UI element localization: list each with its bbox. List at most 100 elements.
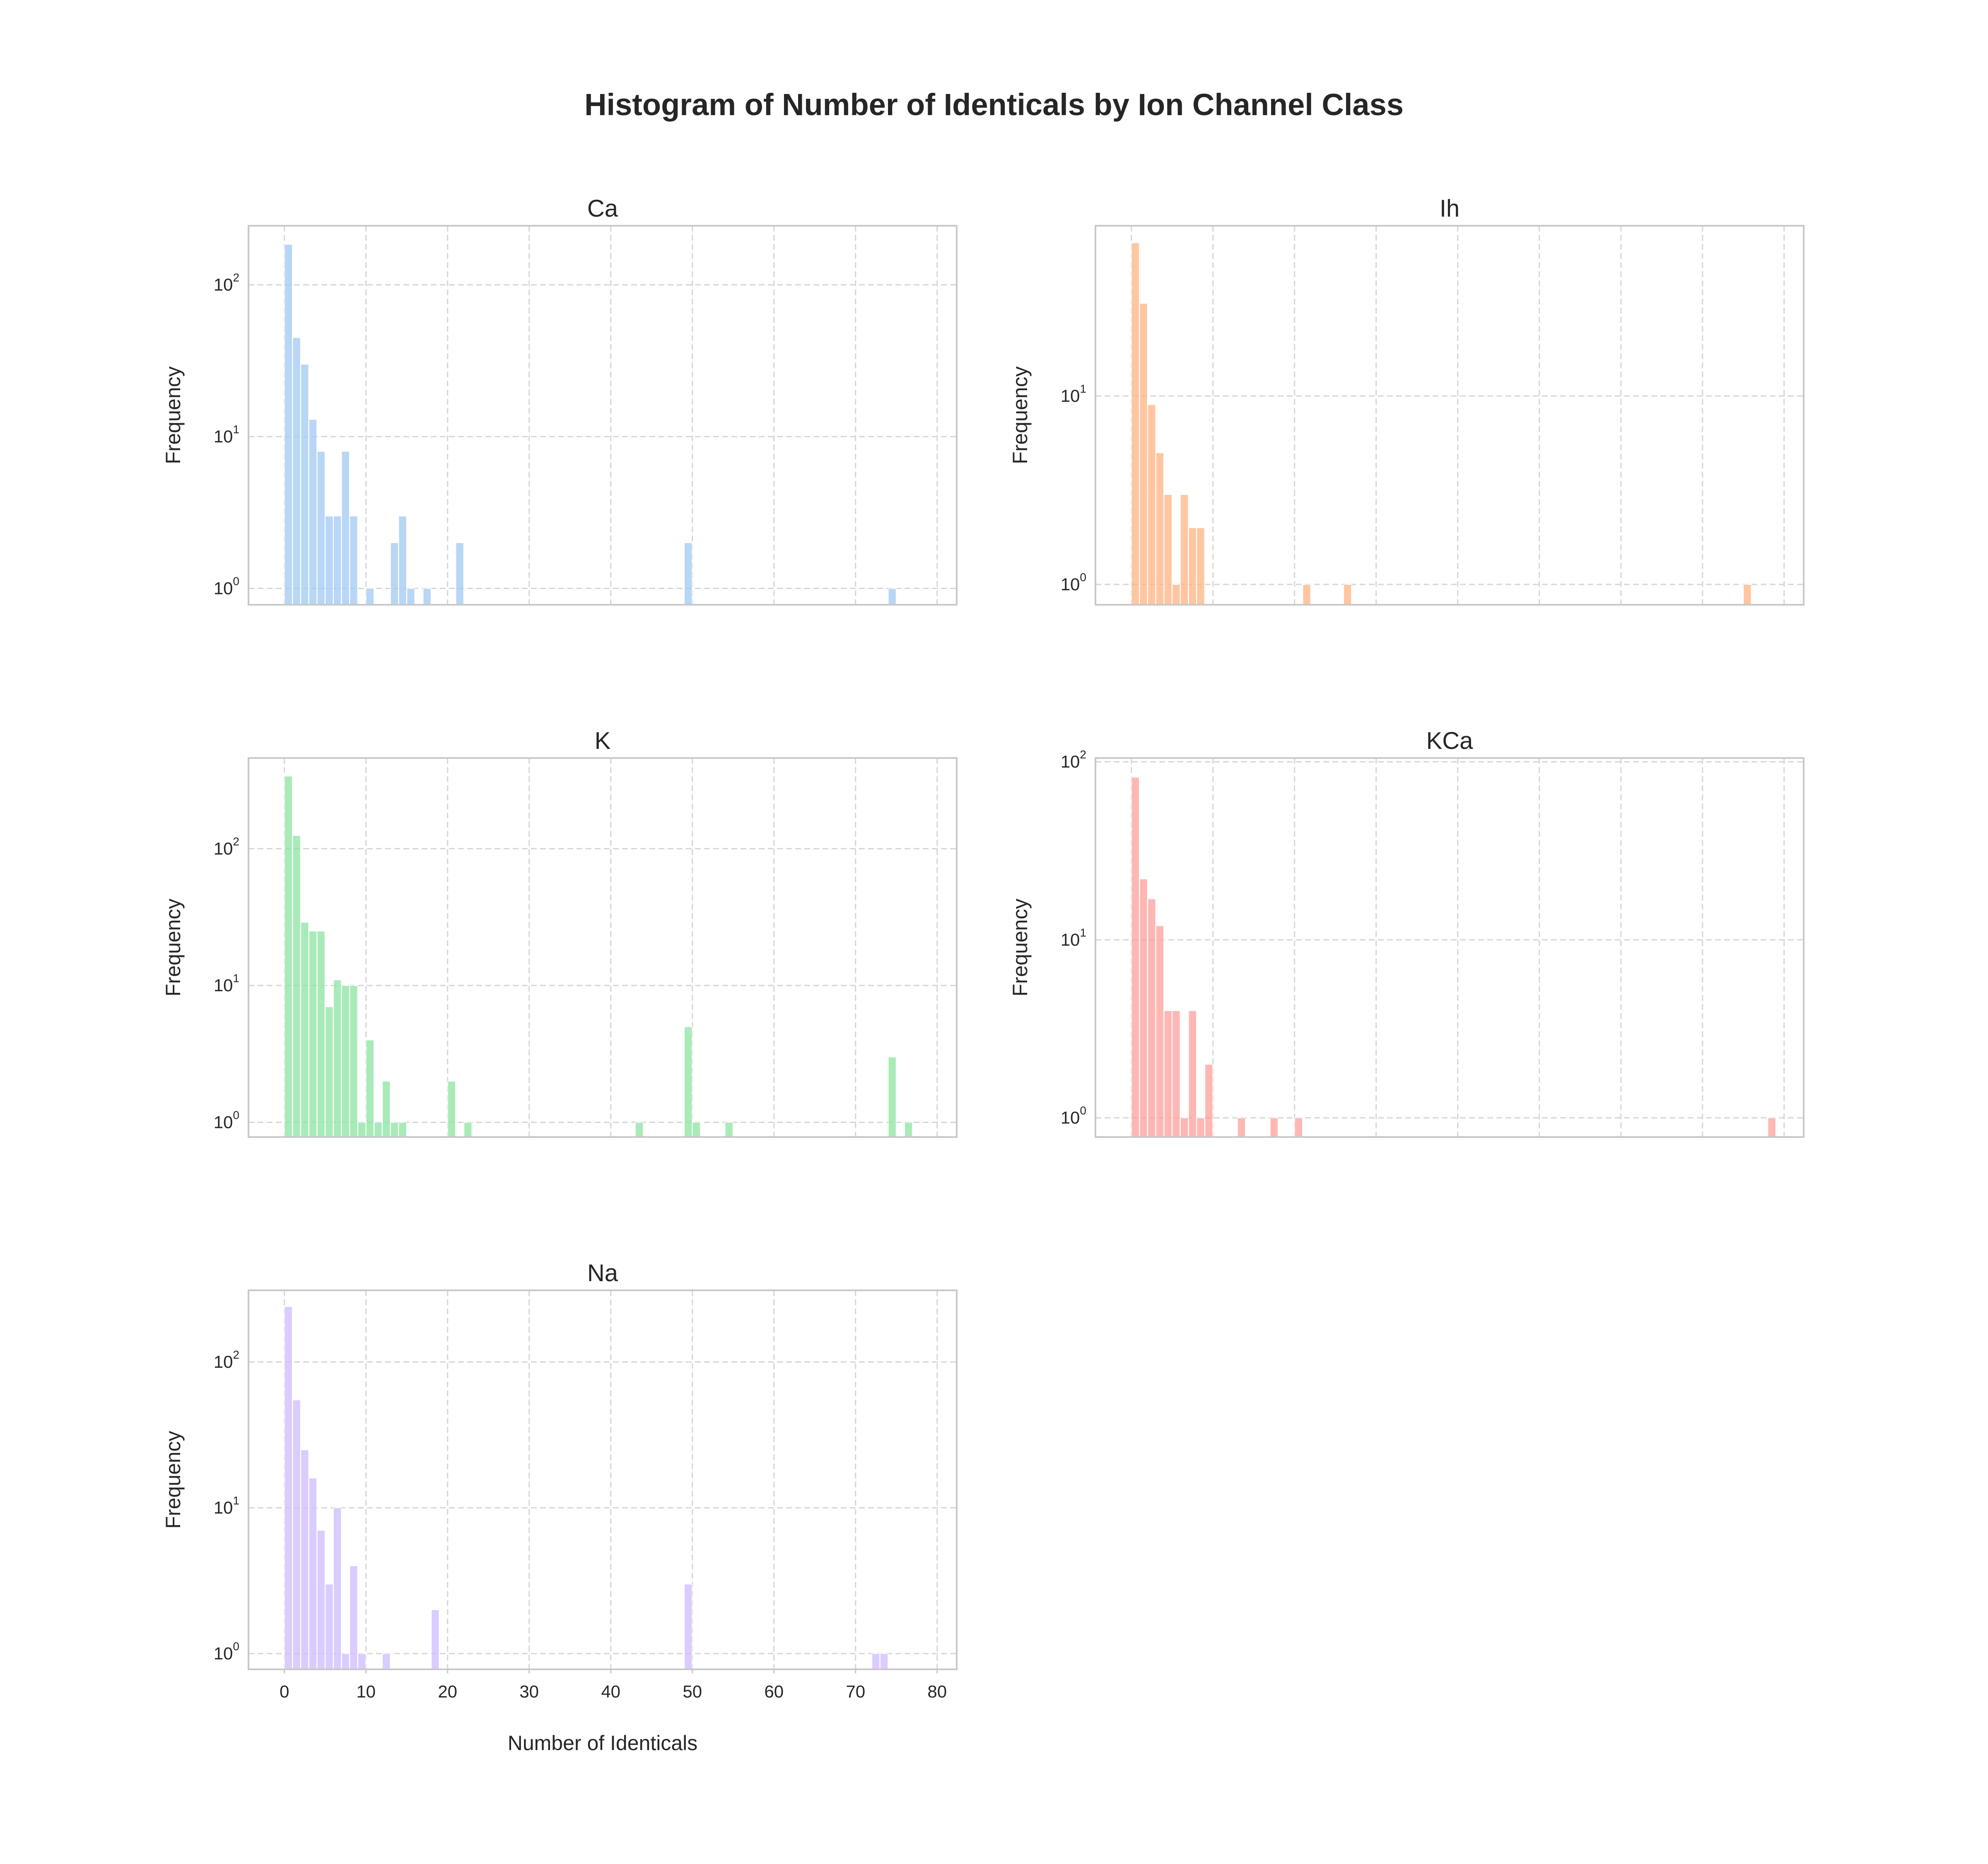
histogram-bar bbox=[422, 588, 432, 606]
histogram-bar bbox=[284, 1306, 293, 1670]
histogram-bar bbox=[1302, 584, 1311, 605]
histogram-bar bbox=[1139, 303, 1148, 605]
chart-panels: 100101102CaFrequency100101IhFrequency100… bbox=[162, 195, 1805, 1755]
y-axis-label: Frequency bbox=[162, 1431, 185, 1528]
axes-frame bbox=[248, 757, 958, 1138]
histogram-bar bbox=[692, 1122, 701, 1138]
panel-k: 100 101 102 K Frequency bbox=[162, 727, 958, 1138]
histogram-bar bbox=[325, 1006, 334, 1138]
histogram-bar bbox=[463, 1122, 473, 1138]
histogram-bar bbox=[635, 1122, 644, 1138]
histogram-bar bbox=[398, 515, 407, 606]
y-tick-label: 102 bbox=[214, 1348, 239, 1371]
panel-ca: 100 101 102 Ca Frequency bbox=[162, 195, 958, 606]
histogram-bar bbox=[1269, 1117, 1279, 1137]
histogram-bar bbox=[406, 588, 415, 606]
histogram-bar bbox=[341, 985, 350, 1138]
x-tick-label: 20 bbox=[438, 1682, 457, 1701]
histogram-bar bbox=[333, 979, 342, 1137]
histogram-bar bbox=[357, 1122, 367, 1138]
histogram-bar bbox=[871, 1653, 881, 1670]
axes-frame bbox=[1095, 225, 1805, 606]
histogram-bar bbox=[1163, 1010, 1173, 1138]
y-tick-label: 101 bbox=[214, 423, 239, 446]
y-axis-label: Frequency bbox=[1008, 366, 1032, 464]
histogram-bar bbox=[284, 244, 293, 605]
histogram-bar bbox=[1163, 494, 1173, 605]
x-tick-label: 70 bbox=[846, 1682, 865, 1701]
y-tick-label: 100 bbox=[214, 1640, 239, 1663]
y-tick-label: 101 bbox=[214, 972, 239, 995]
x-tick-label: 0 bbox=[280, 1682, 289, 1701]
histogram-bar bbox=[316, 1530, 326, 1670]
panel-ih: 100 101 Ih Frequency bbox=[1008, 195, 1805, 606]
histogram-bar bbox=[316, 930, 326, 1138]
histogram-bar bbox=[374, 1122, 383, 1138]
histogram-bar bbox=[1147, 898, 1156, 1137]
histogram-bar bbox=[382, 1080, 391, 1137]
y-tick-label: 100 bbox=[1061, 571, 1086, 594]
histogram-bar bbox=[1172, 1010, 1181, 1138]
histogram-bar bbox=[1204, 1064, 1214, 1137]
histogram-bar bbox=[325, 1584, 334, 1670]
histogram-bar bbox=[349, 1565, 358, 1670]
x-tick-label: 50 bbox=[683, 1682, 702, 1701]
histogram-bar bbox=[349, 515, 358, 606]
histogram-bar bbox=[316, 451, 326, 606]
histogram-bar bbox=[382, 1653, 391, 1670]
histogram-bar bbox=[365, 588, 374, 606]
histogram-bar bbox=[888, 588, 897, 606]
histogram-bar bbox=[1196, 1117, 1205, 1137]
panel-title: Ca bbox=[587, 195, 618, 222]
histogram-bar bbox=[431, 1609, 440, 1670]
histogram-bar bbox=[398, 1122, 407, 1138]
histogram-bar bbox=[684, 1584, 693, 1670]
histogram-bar bbox=[284, 775, 293, 1138]
histogram-bar bbox=[904, 1122, 913, 1138]
histogram-bar bbox=[1147, 404, 1156, 605]
histogram-bar bbox=[684, 1026, 693, 1137]
y-tick-label: 100 bbox=[1061, 1104, 1086, 1128]
axes-frame bbox=[1095, 757, 1805, 1138]
histogram-bar bbox=[349, 985, 358, 1138]
histogram-bar bbox=[1188, 1010, 1197, 1138]
figure-title: Histogram of Number of Identicals by Ion… bbox=[584, 87, 1404, 122]
panel-title: K bbox=[595, 727, 611, 754]
axes-frame bbox=[248, 225, 958, 606]
histogram-bar bbox=[724, 1122, 733, 1138]
panel-title: Na bbox=[587, 1260, 618, 1287]
histogram-bar bbox=[390, 1122, 399, 1138]
y-tick-label: 101 bbox=[214, 1494, 239, 1517]
y-tick-label: 100 bbox=[214, 1108, 239, 1132]
panel-na: 100 101 102 Na Frequency 0 10 20 30 40 50 60 70 80 Num… bbox=[162, 1260, 958, 1755]
histogram-bar bbox=[447, 1080, 456, 1137]
x-tick-label: 30 bbox=[519, 1682, 539, 1701]
histogram-bar bbox=[308, 1478, 318, 1670]
histogram-bar bbox=[1237, 1117, 1246, 1137]
histogram-bar bbox=[292, 337, 301, 605]
histogram-bar bbox=[390, 542, 399, 606]
histogram-bar bbox=[1180, 1117, 1189, 1137]
histogram-bar bbox=[365, 1039, 374, 1137]
y-tick-label: 102 bbox=[214, 835, 239, 858]
histogram-bar bbox=[888, 1056, 897, 1137]
histogram-bar bbox=[455, 542, 464, 606]
x-tick-label: 80 bbox=[927, 1682, 947, 1701]
panel-kca: 100 101 102 KCa Frequency bbox=[1008, 727, 1805, 1138]
y-tick-label: 101 bbox=[1061, 926, 1086, 949]
histogram-bar bbox=[1131, 777, 1140, 1137]
histogram-bar bbox=[341, 451, 350, 606]
panel-title: KCa bbox=[1426, 727, 1474, 754]
histogram-bar bbox=[333, 515, 342, 606]
histogram-bar bbox=[1180, 494, 1189, 605]
histogram-bar bbox=[300, 1449, 309, 1670]
histogram-bar bbox=[1767, 1117, 1776, 1137]
x-tick-label: 40 bbox=[601, 1682, 620, 1701]
histogram-bar bbox=[300, 364, 309, 605]
histogram-bar bbox=[325, 515, 334, 606]
x-tick-label: 60 bbox=[764, 1682, 784, 1701]
histogram-bar bbox=[341, 1653, 350, 1670]
histogram-bar bbox=[1172, 584, 1181, 605]
histogram-bar bbox=[292, 1399, 301, 1670]
